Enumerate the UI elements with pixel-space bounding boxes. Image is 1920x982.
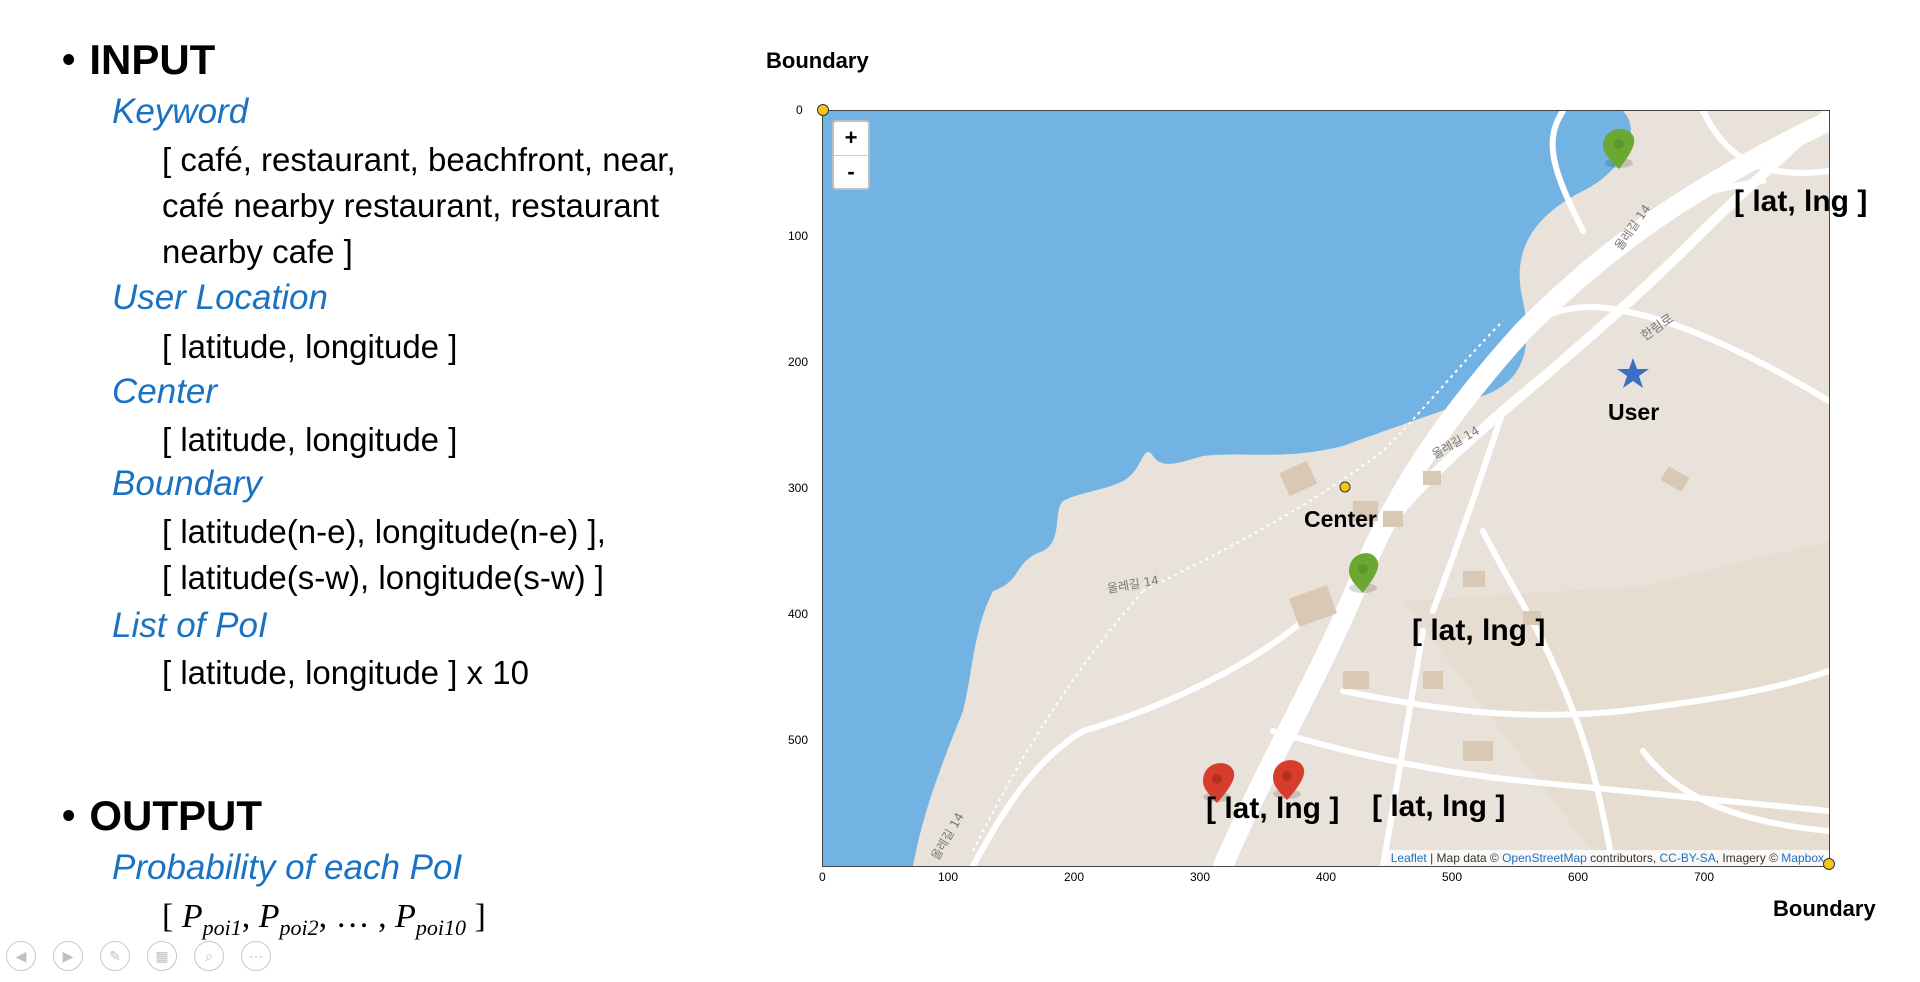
more-icon[interactable]: ⋯ [241, 941, 271, 971]
y-tick: 100 [788, 229, 809, 243]
center-point[interactable] [1339, 481, 1351, 493]
poi-label: [ lat, lng ] [1206, 792, 1340, 825]
y-tick: 500 [788, 733, 809, 747]
user-location-value: [ latitude, longitude ] [162, 328, 458, 365]
pen-icon[interactable]: ✎ [100, 941, 130, 971]
zoom-out-button[interactable]: - [834, 155, 868, 189]
boundary-bottom-label: Boundary [1773, 896, 1876, 921]
osm-link[interactable]: OpenStreetMap [1502, 851, 1587, 865]
bullet-icon: • [62, 38, 76, 81]
license-link[interactable]: CC-BY-SA [1659, 851, 1716, 865]
center-map-label: Center [1304, 506, 1377, 532]
buildings [1279, 460, 1690, 761]
poi-marker-red[interactable] [1273, 760, 1305, 800]
x-tick: 300 [1190, 870, 1211, 884]
zoom-icon[interactable]: ⌕ [194, 941, 224, 971]
y-tick: 300 [788, 481, 809, 495]
probability-value: [ Ppoi1, Ppoi2, … , Ppoi10 ] [162, 898, 486, 940]
keyword-value: [ café, restaurant, beachfront, near, ca… [162, 141, 676, 270]
leaflet-link[interactable]: Leaflet [1390, 851, 1427, 865]
x-tick: 600 [1568, 870, 1589, 884]
x-tick: 200 [1064, 870, 1085, 884]
back-icon[interactable]: ◀ [6, 941, 36, 971]
x-tick: 100 [938, 870, 959, 884]
x-tick: 0 [819, 870, 826, 884]
input-heading: • INPUT [62, 36, 216, 83]
trail-path [972, 590, 1144, 852]
boundary-sw-point[interactable] [1823, 858, 1835, 870]
zoom-in-button[interactable]: + [844, 125, 858, 150]
x-tick: 500 [1442, 870, 1463, 884]
boundary-top-label: Boundary [766, 48, 869, 73]
probability-label: Probability of each PoI [112, 848, 463, 887]
output-heading: • OUTPUT [62, 792, 262, 839]
x-tick: 400 [1316, 870, 1337, 884]
zoom-control: + - [832, 120, 870, 190]
water-area [823, 111, 1631, 866]
poi-marker-green[interactable] [1603, 129, 1635, 169]
bullet-icon: • [62, 794, 76, 837]
x-tick: 700 [1694, 870, 1715, 884]
mapbox-link[interactable]: Mapbox [1781, 851, 1824, 865]
forward-icon[interactable]: ▶ [53, 941, 83, 971]
boundary-value: [ latitude(n-e), longitude(n-e) ], [ lat… [162, 513, 606, 596]
poi-label: [ lat, lng ] [1372, 790, 1506, 823]
map-canvas[interactable]: 올레길 14 올레길 14 한림로 올레길 14 올레길 14 [823, 111, 1829, 866]
user-star-icon[interactable] [1617, 358, 1649, 388]
user-location-label: User Location [112, 278, 328, 317]
center-label: Center [112, 372, 218, 411]
user-map-label: User [1608, 399, 1660, 425]
poi-list-label: List of PoI [112, 606, 268, 645]
keyword-label: Keyword [112, 92, 249, 131]
poi-marker-green[interactable] [1349, 553, 1379, 593]
poi-list-value: [ latitude, longitude ] x 10 [162, 654, 529, 691]
map-attribution: Leaflet | Map data © OpenStreetMap contr… [1385, 850, 1829, 866]
y-tick: 400 [788, 607, 809, 621]
poi-label: [ lat, lng ] [1412, 614, 1546, 647]
y-tick: 0 [796, 103, 803, 117]
poi-marker-red[interactable] [1203, 763, 1235, 803]
poi-label: [ lat, lng ] [1734, 185, 1868, 218]
center-value: [ latitude, longitude ] [162, 421, 458, 458]
boundary-ne-point[interactable] [817, 104, 829, 116]
trail-path [1142, 320, 1504, 592]
boundary-label: Boundary [112, 464, 262, 503]
lot-area [1403, 541, 1829, 866]
slides-icon[interactable]: ▦ [147, 941, 177, 971]
y-tick: 200 [788, 355, 809, 369]
map-frame[interactable]: 올레길 14 올레길 14 한림로 올레길 14 올레길 14 Leafl [822, 110, 1830, 867]
roads [970, 111, 1829, 866]
